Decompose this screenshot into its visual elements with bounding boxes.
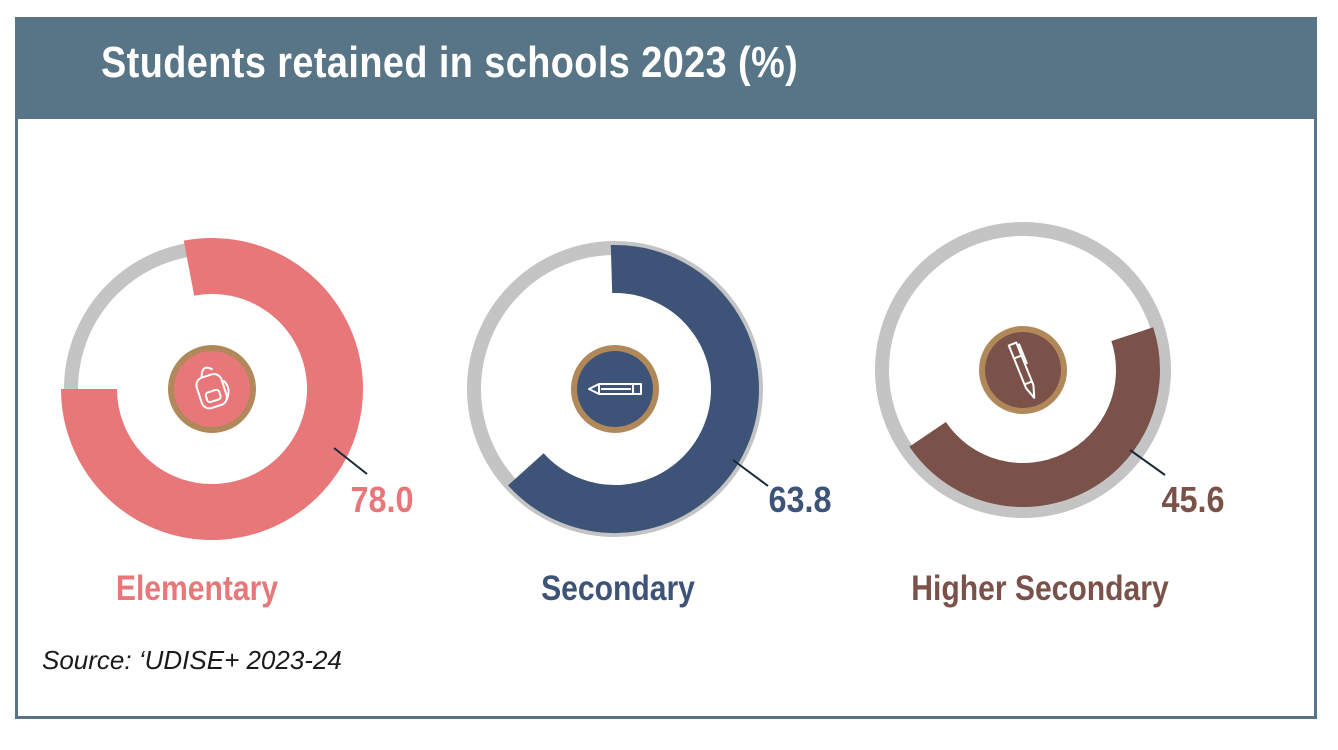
leader-line xyxy=(1129,449,1166,476)
category-label: Secondary xyxy=(541,568,695,608)
value-arc xyxy=(61,238,363,540)
pen-icon xyxy=(1007,341,1036,399)
pencil-icon xyxy=(588,383,642,395)
chart-title: Students retained in schools 2023 (%) xyxy=(101,38,799,87)
donut-elementary: 78.0 Elementary xyxy=(61,238,414,608)
value-arc xyxy=(909,327,1160,507)
title-banner xyxy=(15,17,1317,119)
value-arc xyxy=(508,245,759,533)
value-label: 63.8 xyxy=(768,480,831,520)
donut-higher-secondary: 45.6 Higher Secondary xyxy=(875,222,1225,608)
category-label: Higher Secondary xyxy=(911,568,1168,608)
donut-secondary: 63.8 Secondary xyxy=(467,241,832,608)
source-note: Source: ‘UDISE+ 2023-24 xyxy=(42,645,342,675)
icon-badge xyxy=(985,332,1061,408)
backpack-icon xyxy=(195,366,230,410)
track-ring xyxy=(875,222,1171,518)
value-label: 45.6 xyxy=(1161,480,1224,520)
icon-badge xyxy=(174,351,250,427)
leader-line xyxy=(732,459,769,487)
value-label: 78.0 xyxy=(350,480,413,520)
leader-line xyxy=(333,447,368,475)
category-label: Elementary xyxy=(116,568,278,608)
